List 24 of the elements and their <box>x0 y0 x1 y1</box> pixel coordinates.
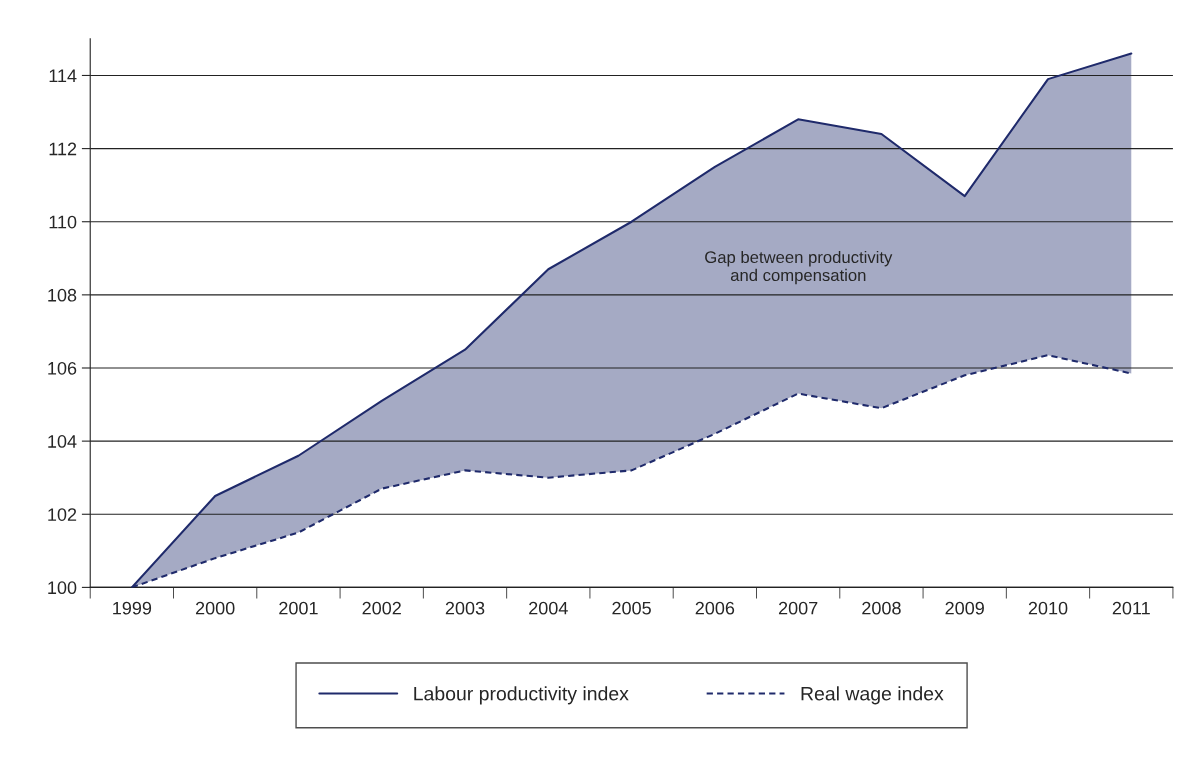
x-tick-label: 2003 <box>445 601 485 615</box>
y-tick-label: 110 <box>49 215 77 229</box>
x-tick-label: 2000 <box>195 601 235 615</box>
annotation: Gap between productivity and compensation <box>705 250 893 285</box>
x-tick-label: 2006 <box>695 601 735 615</box>
y-tick-label: 102 <box>48 508 77 521</box>
y-tick-label: 114 <box>49 69 77 83</box>
legend-label: Real wage index <box>801 686 944 705</box>
y-tick-label: 108 <box>48 288 77 302</box>
y-tick-label: 112 <box>49 142 77 156</box>
y-tick-label: 106 <box>48 361 77 375</box>
x-tick-label: 2011 <box>1112 601 1150 615</box>
legend-label: Labour productivity index <box>414 686 629 705</box>
x-tick-label: 2002 <box>362 601 401 615</box>
x-tick-label: 2005 <box>612 601 651 615</box>
x-tick-label: 2010 <box>1028 601 1068 615</box>
x-tick-label: 2007 <box>778 601 818 615</box>
y-tick-label: 104 <box>48 435 77 448</box>
y-tick-label: 100 <box>48 581 77 595</box>
x-tick-label: 2004 <box>529 601 568 615</box>
x-tick-label: 1999 <box>113 601 152 615</box>
x-tick-label: 2009 <box>945 601 984 615</box>
x-tick-label: 2001 <box>279 601 318 615</box>
x-tick-label: 2008 <box>862 601 901 615</box>
